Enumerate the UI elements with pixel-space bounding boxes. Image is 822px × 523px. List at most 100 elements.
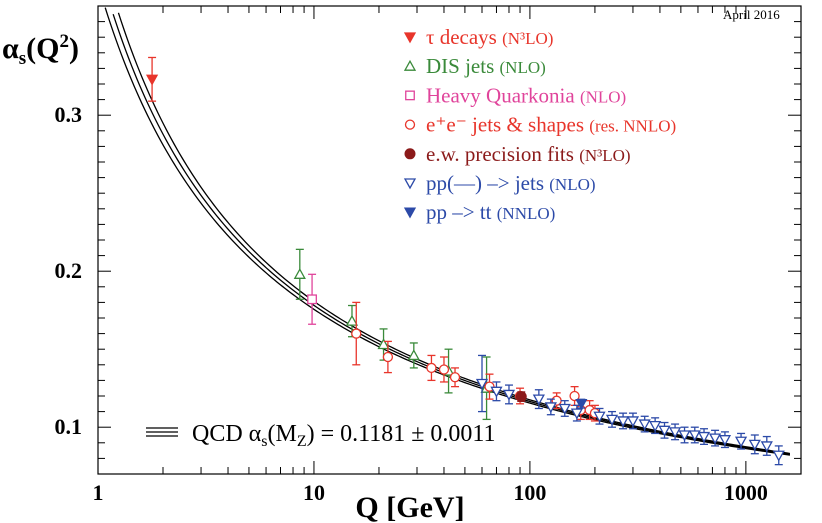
marker-circle-open	[569, 390, 580, 402]
data-point	[772, 445, 785, 466]
data-point	[708, 429, 722, 447]
marker-tri-up-open	[377, 338, 390, 350]
marker-tri-down-open	[638, 419, 651, 431]
data-point	[718, 431, 732, 449]
legend-label: e⁺e⁻ jets & shapes (res. NNLO)	[426, 113, 676, 137]
legend-marker	[403, 32, 417, 44]
data-point	[351, 301, 362, 366]
data-point	[760, 435, 773, 456]
x-tick-label: 1000	[724, 480, 768, 505]
marker-tri-down-filled	[145, 74, 159, 86]
data-point	[734, 432, 748, 450]
marker-tri-down-open	[490, 386, 503, 398]
data-point	[544, 398, 557, 416]
marker-circle-open	[438, 364, 450, 375]
data-point	[426, 354, 437, 382]
legend-label: DIS jets (NLO)	[426, 54, 546, 78]
marker-tri-down-open	[697, 431, 711, 443]
data-point	[438, 356, 450, 383]
data-point	[626, 412, 640, 430]
marker-tri-down-open	[649, 420, 662, 432]
legend: τ decays (N³LO) DIS jets (NLO) Heavy Quark…	[403, 25, 676, 224]
marker-tri-down-open	[502, 389, 516, 401]
data-point	[449, 367, 461, 388]
legend-item: e⁺e⁻ jets & shapes (res. NNLO)	[404, 113, 676, 137]
x-axis-label: Q [GeV]	[355, 491, 464, 523]
legend-marker	[404, 119, 416, 130]
marker-tri-down-open	[760, 441, 773, 453]
legend-label: pp(—) –> jets (NLO)	[426, 171, 596, 195]
data-point	[748, 434, 761, 455]
svg-text:QCD αs(MZ) = 0.1181 ± 0.0011: QCD αs(MZ) = 0.1181 ± 0.0011	[192, 421, 496, 450]
legend-label: pp –> tt (NNLO)	[426, 200, 555, 224]
marker-circle-open	[426, 362, 437, 374]
legend-label: Heavy Quarkonia (NLO)	[426, 83, 626, 107]
marker-tri-down-open	[475, 378, 489, 390]
marker-tri-up-open	[345, 314, 359, 326]
data-point	[532, 389, 545, 410]
marker-tri-down-open	[688, 430, 701, 442]
data-point	[658, 421, 671, 439]
marker-tri-up-open	[407, 349, 420, 361]
legend-marker	[403, 178, 417, 190]
marker-tri-down-open	[605, 414, 619, 426]
data-point	[668, 423, 682, 441]
x-tick-label: 10	[303, 480, 325, 505]
data-point	[515, 391, 527, 403]
data-point	[593, 407, 606, 425]
data-point	[382, 340, 394, 374]
qcd-band-curve-1	[112, 13, 791, 455]
marker-tri-down-open	[718, 435, 732, 447]
legend-marker	[405, 90, 415, 101]
marker-tri-up-open	[293, 267, 306, 279]
data-point	[490, 381, 503, 402]
date-label: April 2016	[723, 7, 780, 22]
qcd-band-curve-2	[117, 12, 791, 455]
axis-ticks: 1 10 100 1000 0.1 0.2 0.3	[55, 6, 801, 505]
data-point	[638, 415, 651, 433]
data-point	[307, 273, 317, 325]
data-point	[575, 398, 588, 410]
marker-tri-down-open	[678, 430, 691, 442]
marker-tri-down-open	[658, 425, 671, 437]
marker-tri-down-open	[748, 439, 761, 451]
data-point	[293, 248, 306, 300]
y-tick-label: 0.3	[55, 102, 83, 127]
data-point	[407, 342, 420, 369]
legend-item: Heavy Quarkonia (NLO)	[405, 83, 626, 107]
data-point	[558, 400, 571, 417]
marker-tri-down-filled	[575, 398, 588, 410]
marker-tri-down-open	[626, 416, 640, 428]
y-axis-label: αs(Q2)	[2, 31, 79, 69]
marker-tri-down-open	[532, 394, 545, 406]
data-point	[616, 412, 630, 430]
marker-tri-down-open	[734, 436, 748, 448]
marker-square-open	[307, 294, 317, 305]
marker-tri-down-open	[544, 402, 557, 414]
y-tick-label: 0.2	[55, 258, 83, 283]
x-tick-label: 1	[93, 480, 104, 505]
legend-marker	[403, 59, 417, 71]
data-point	[145, 56, 159, 102]
marker-circle-open	[382, 351, 394, 363]
data-point	[605, 410, 619, 428]
data-points	[145, 56, 785, 466]
legend-marker	[404, 148, 416, 160]
marker-tri-down-open	[558, 403, 571, 415]
marker-tri-down-open	[616, 416, 630, 428]
legend-label: e.w. precision fits (N³LO)	[426, 142, 631, 166]
legend-item: DIS jets (NLO)	[403, 54, 546, 78]
marker-tri-down-open	[593, 411, 606, 423]
legend-item: τ decays (N³LO)	[403, 25, 553, 49]
legend-item: e.w. precision fits (N³LO)	[404, 142, 631, 166]
qcd-label: QCD αs(MZ) = 0.1181 ± 0.0011	[146, 421, 496, 450]
data-point	[649, 417, 662, 435]
data-point	[688, 426, 701, 444]
marker-tri-down-open	[668, 427, 682, 439]
legend-item: pp(—) –> jets (NLO)	[403, 171, 596, 195]
data-point	[475, 354, 489, 413]
x-tick-label: 100	[513, 480, 546, 505]
marker-tri-down-open	[708, 433, 722, 445]
legend-item: pp –> tt (NNLO)	[403, 200, 555, 224]
